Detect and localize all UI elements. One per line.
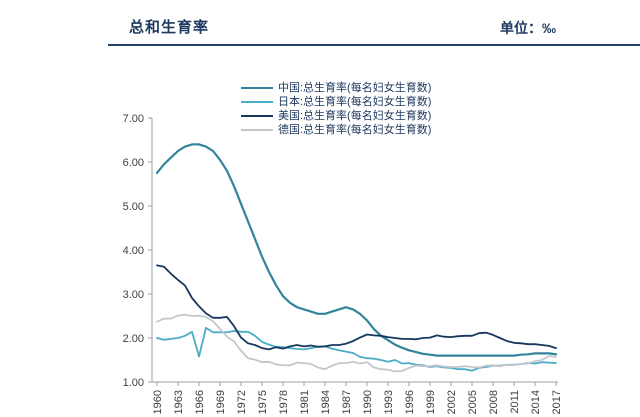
series-line-3 [156,313,557,373]
y-tick-label: 6.00 [123,157,144,169]
legend-line-usa-icon [241,115,273,117]
legend-line-japan-icon [241,101,273,103]
x-tick-label: 2017 [551,390,563,414]
legend-label-germany: 德国:总生育率(每名妇女生育数) [278,124,432,136]
series-line-2 [156,264,557,351]
x-tick-label: 1975 [257,390,269,414]
y-tick-label: 3.00 [123,289,144,301]
x-tick-label: 2014 [530,390,542,414]
x-tick-label: 1990 [362,390,374,414]
x-tick-label: 2011 [509,390,521,414]
x-tick-label: 1963 [173,390,185,414]
fertility-rate-line-chart: 7.00 6.00 5.00 4.00 3.00 2.00 1.00 1960 1963 1966… [123,113,563,414]
legend-item-usa: 美国:总生育率(每名妇女生育数) [241,110,431,122]
x-tick-label: 1966 [194,390,206,414]
x-tick-label: 1984 [320,390,332,414]
legend-label-china: 中国:总生育率(每名妇女生育数) [278,82,432,94]
legend-item-japan: 日本:总生育率(每名妇女生育数) [241,96,431,108]
x-tick-label: 1981 [299,390,311,414]
x-tick-label: 2002 [446,390,458,414]
legend-item-germany: 德国:总生育率(每名妇女生育数) [241,124,431,136]
x-tick-label: 1996 [404,390,416,414]
header-divider [108,44,640,46]
series-line-1 [156,326,557,372]
legend-item-china: 中国:总生育率(每名妇女生育数) [241,82,431,94]
series-line-0 [155,143,558,357]
x-tick-label: 2005 [467,390,479,414]
y-tick-label: 4.00 [123,245,144,257]
x-tick-label: 1969 [215,390,227,414]
y-tick-label: 5.00 [123,201,144,213]
y-tick-label: 1.00 [123,377,144,389]
unit-label: 单位：‰ [500,20,556,36]
legend-line-china-icon [241,87,273,89]
y-tick-label: 2.00 [123,333,144,345]
x-tick-label: 1987 [341,390,353,414]
legend-line-germany-icon [241,129,273,131]
page-title: 总和生育率 [129,19,210,36]
x-tick-label: 1999 [425,390,437,414]
legend-label-japan: 日本:总生育率(每名妇女生育数) [278,96,432,108]
x-tick-label: 1978 [278,390,290,414]
x-tick-label: 1972 [236,390,248,414]
chart-legend: 中国:总生育率(每名妇女生育数) 日本:总生育率(每名妇女生育数) 美国:总生育… [241,82,431,136]
x-tick-label: 1993 [383,390,395,414]
x-tick-label: 1960 [152,390,164,414]
x-tick-label: 2008 [488,390,500,414]
y-tick-label: 7.00 [123,113,144,125]
legend-label-usa: 美国:总生育率(每名妇女生育数) [278,110,432,122]
